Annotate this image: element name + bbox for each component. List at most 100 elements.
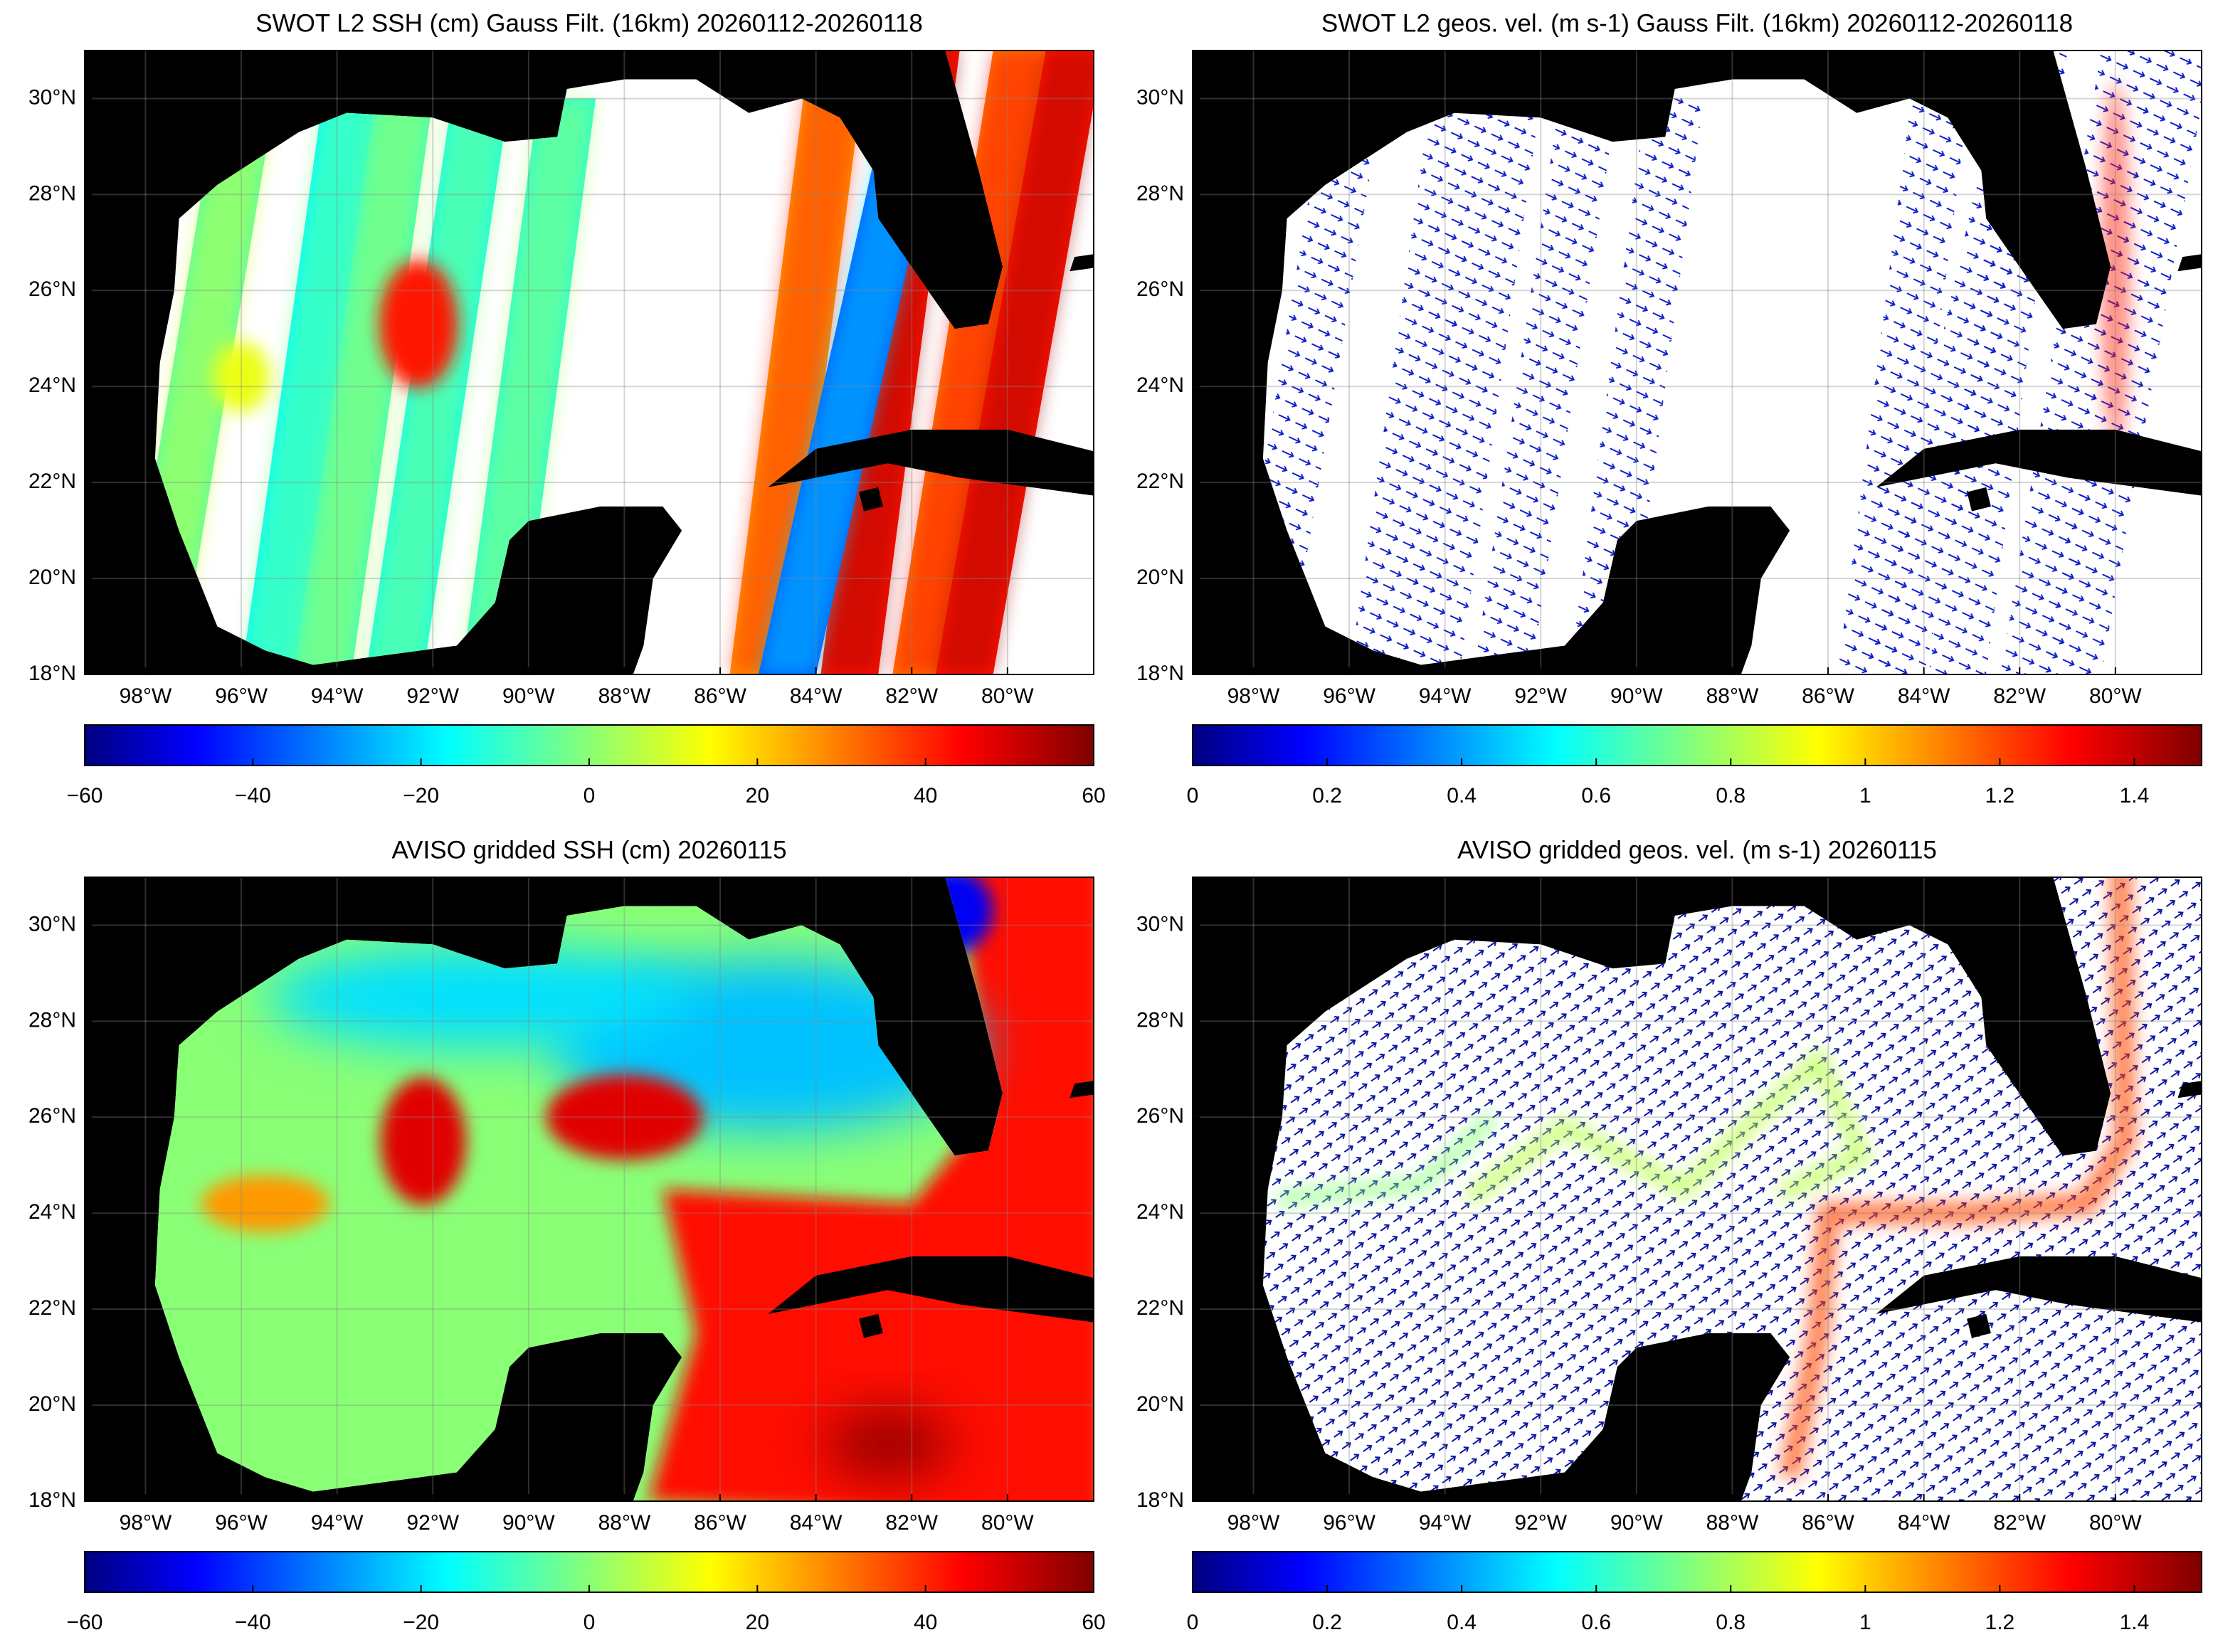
colorbar-tick-label: −40 — [235, 784, 271, 808]
x-tick-label: 92°W — [406, 1511, 459, 1535]
colorbar — [1192, 724, 2202, 766]
colorbar-tick-label: 0.6 — [1581, 1611, 1611, 1634]
swath-variation — [366, 98, 509, 674]
panel-title: AVISO gridded geos. vel. (m s-1) 2026011… — [1457, 836, 1937, 864]
y-tick-label: 26°N — [28, 277, 76, 301]
colorbar-tick-label: 60 — [1082, 784, 1105, 808]
swath-variation — [241, 98, 381, 674]
y-tick-label: 28°N — [1136, 1008, 1184, 1032]
swath-vectors — [1349, 98, 1489, 674]
land-island — [768, 1256, 1094, 1323]
x-tick-label: 84°W — [790, 684, 843, 708]
x-tick-label: 80°W — [981, 1511, 1034, 1535]
map-frame — [84, 877, 1094, 1502]
y-tick-label: 20°N — [1136, 566, 1184, 589]
ssh-eddy — [201, 1175, 329, 1232]
x-tick-label: 90°W — [502, 1511, 555, 1535]
y-tick-label: 26°N — [1136, 277, 1184, 301]
x-tick-label: 82°W — [885, 1511, 938, 1535]
x-tick-label: 94°W — [1419, 684, 1472, 708]
x-tick-label: 88°W — [1706, 684, 1759, 708]
colorbar-tick-label: 60 — [1082, 1611, 1105, 1634]
x-tick-label: 92°W — [406, 684, 459, 708]
ssh-low — [267, 947, 694, 1047]
colorbar-tick-label: 1 — [1859, 784, 1871, 808]
x-tick-label: 94°W — [311, 1511, 364, 1535]
y-tick-label: 22°N — [28, 1296, 76, 1320]
swath-variation — [461, 98, 596, 674]
map-panel: SWOT L2 geos. vel. (m s-1) Gauss Filt. (… — [1136, 9, 2202, 808]
x-tick-label: 88°W — [1706, 1511, 1759, 1535]
x-tick-label: 94°W — [1419, 1511, 1472, 1535]
x-tick-label: 96°W — [1323, 1511, 1375, 1535]
y-tick-label: 30°N — [1136, 912, 1184, 936]
land-island — [1967, 487, 1991, 512]
x-tick-label: 98°W — [1227, 1511, 1280, 1535]
y-tick-label: 18°N — [28, 1488, 76, 1512]
x-tick-label: 90°W — [1610, 1511, 1663, 1535]
x-tick-label: 96°W — [215, 1511, 268, 1535]
land-island — [2177, 1081, 2202, 1098]
y-tick-label: 20°N — [28, 566, 76, 589]
map-panel: SWOT L2 SSH (cm) Gauss Filt. (16km) 2026… — [28, 9, 1106, 808]
x-tick-label: 94°W — [311, 684, 364, 708]
x-tick-label: 98°W — [120, 1511, 172, 1535]
colorbar-tick-label: 40 — [914, 784, 937, 808]
colorbar-tick-label: 0.8 — [1716, 1611, 1745, 1634]
land-island — [859, 1313, 883, 1338]
x-tick-label: 88°W — [598, 1511, 651, 1535]
swath-vectors — [1837, 74, 1972, 674]
x-tick-label: 96°W — [215, 684, 268, 708]
y-tick-label: 30°N — [28, 912, 76, 936]
y-tick-label: 24°N — [28, 374, 76, 397]
x-tick-label: 82°W — [1993, 1511, 2046, 1535]
x-tick-label: 80°W — [981, 684, 1034, 708]
colorbar-tick-label: 40 — [914, 1611, 937, 1634]
colorbar-tick-label: 1.4 — [2120, 1611, 2150, 1634]
panel-title: SWOT L2 SSH (cm) Gauss Filt. (16km) 2026… — [255, 9, 923, 37]
colorbar-tick-label: 0.2 — [1312, 784, 1342, 808]
colorbar-tick-label: 1.4 — [2120, 784, 2150, 808]
map-frame — [84, 50, 1094, 675]
map-area — [1193, 877, 2202, 1501]
swath-vectors — [1569, 98, 1704, 674]
swath-variation — [294, 98, 433, 674]
colorbar-tick-label: 1.2 — [1985, 784, 2015, 808]
colorbar-tick-label: −20 — [403, 784, 439, 808]
x-tick-label: 96°W — [1323, 684, 1375, 708]
y-tick-label: 24°N — [28, 1200, 76, 1224]
x-tick-label: 82°W — [1993, 684, 2046, 708]
x-tick-label: 86°W — [694, 684, 746, 708]
colorbar-tick-label: 0 — [1187, 1611, 1199, 1634]
ssh-eddy — [823, 1408, 952, 1480]
x-tick-label: 86°W — [694, 1511, 746, 1535]
land-island — [859, 487, 883, 512]
fast-current — [2101, 81, 2130, 452]
colorbar-tick-label: 1 — [1859, 1611, 1871, 1634]
ocean — [1262, 51, 2202, 674]
swath-vectors — [1402, 98, 1541, 674]
land-island — [768, 429, 1094, 496]
x-tick-label: 90°W — [502, 684, 555, 708]
ssh-eddy — [546, 1074, 703, 1160]
x-tick-label: 98°W — [120, 684, 172, 708]
y-tick-label: 18°N — [1136, 662, 1184, 685]
colorbar-tick-label: −60 — [67, 1611, 103, 1634]
land-island — [2177, 254, 2202, 272]
x-tick-label: 98°W — [1227, 684, 1280, 708]
x-tick-label: 92°W — [1514, 1511, 1567, 1535]
y-tick-label: 22°N — [1136, 470, 1184, 493]
swath-variation — [729, 74, 864, 674]
x-tick-label: 88°W — [598, 684, 651, 708]
x-tick-label: 82°W — [885, 684, 938, 708]
y-tick-label: 26°N — [1136, 1104, 1184, 1128]
eddy — [379, 260, 458, 388]
x-tick-label: 84°W — [790, 1511, 843, 1535]
colorbar-tick-label: 0 — [583, 784, 596, 808]
x-tick-label: 86°W — [1802, 684, 1854, 708]
map-frame — [1192, 877, 2202, 1502]
land-island — [1069, 254, 1094, 272]
ssh-eddy — [380, 1077, 466, 1206]
x-tick-label: 84°W — [1898, 684, 1950, 708]
y-tick-label: 30°N — [1136, 85, 1184, 109]
